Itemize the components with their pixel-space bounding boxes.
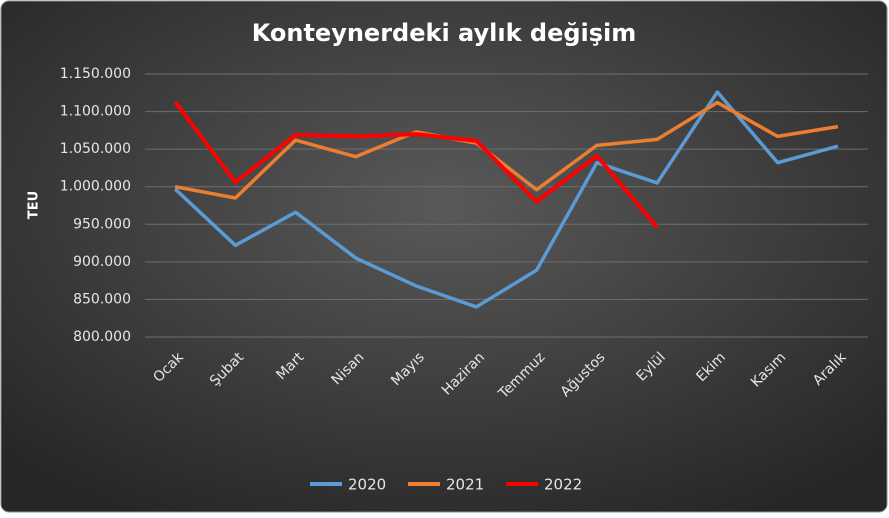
legend-label: 2021 [446, 476, 484, 494]
y-tick-label: 1.000.000 [60, 179, 131, 195]
y-axis-label: TEU [27, 191, 42, 219]
y-tick-label: 1.050.000 [60, 141, 131, 157]
legend-label: 2022 [544, 476, 582, 494]
series-line [173, 100, 659, 229]
y-tick-label: 900.000 [73, 254, 131, 270]
series-line [173, 90, 839, 309]
y-tick-label: 800.000 [73, 329, 131, 345]
chart-title: Konteynerdeki aylık değişim [252, 19, 637, 47]
y-tick-label: 950.000 [73, 216, 131, 232]
legend-label: 2020 [348, 476, 386, 494]
y-tick-label: 1.150.000 [60, 66, 131, 82]
y-tick-label: 850.000 [73, 291, 131, 307]
series-line [174, 100, 839, 200]
y-tick-label: 1.100.000 [60, 104, 131, 120]
